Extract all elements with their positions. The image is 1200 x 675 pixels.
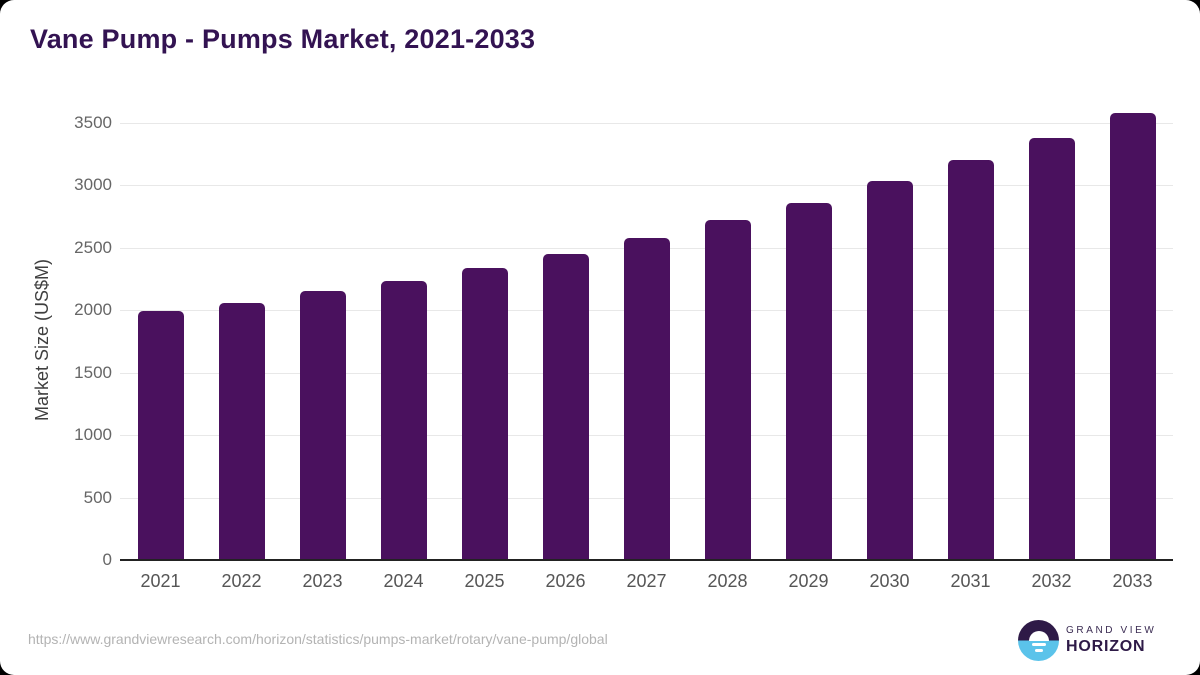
bar-2033	[1109, 112, 1156, 560]
y-tick-label-500: 500	[83, 487, 112, 507]
x-tick-label-2021: 2021	[140, 571, 181, 591]
bar-2030	[866, 181, 913, 560]
bar-2026	[542, 253, 589, 560]
x-tick-label-2031: 2031	[950, 571, 991, 591]
bar-2028	[704, 220, 751, 560]
gridline-3000	[120, 185, 1173, 186]
horizon-line-2	[1034, 648, 1043, 652]
bar-2024	[380, 281, 427, 560]
x-tick-label-2029: 2029	[788, 571, 829, 591]
bar-2029	[785, 202, 832, 560]
y-tick-label-3000: 3000	[74, 175, 112, 194]
bar-2022	[218, 302, 265, 560]
y-tick-label-2000: 2000	[74, 300, 112, 319]
x-tick-label-2032: 2032	[1031, 571, 1072, 591]
source-url: https://www.grandviewresearch.com/horizo…	[28, 631, 608, 647]
y-tick-label-3500: 3500	[74, 112, 112, 132]
y-tick-label-2500: 2500	[74, 237, 112, 257]
x-tick-label-2024: 2024	[383, 571, 424, 591]
x-tick-label-2028: 2028	[707, 571, 748, 591]
bar-2023	[299, 291, 346, 560]
logo-text-horizon: HORIZON	[1066, 638, 1146, 655]
x-tick-label-2030: 2030	[869, 571, 910, 591]
grand-view-horizon-logo: GRAND VIEW HORIZON	[1018, 620, 1156, 661]
chart-title: Vane Pump - Pumps Market, 2021-2033	[30, 24, 536, 54]
bar-2032	[1028, 137, 1075, 560]
x-tick-label-2022: 2022	[221, 571, 262, 591]
x-tick-label-2026: 2026	[545, 571, 586, 591]
gridline-3500	[120, 122, 1173, 124]
x-tick-label-2025: 2025	[464, 571, 505, 591]
bar-2021	[137, 311, 184, 560]
x-tick-label-2033: 2033	[1112, 571, 1153, 591]
bar-2027	[623, 237, 670, 560]
x-axis-line	[120, 559, 1173, 561]
horizon-sunrise-icon	[1018, 620, 1059, 661]
bar-2031	[947, 160, 994, 560]
horizon-line-1	[1031, 643, 1046, 646]
y-tick-label-0: 0	[102, 550, 112, 569]
bar-2025	[461, 267, 508, 560]
y-tick-label-1500: 1500	[74, 362, 112, 382]
y-tick-label-1000: 1000	[74, 425, 112, 444]
x-tick-label-2027: 2027	[626, 571, 667, 591]
logo-text: GRAND VIEW HORIZON	[1066, 625, 1156, 656]
sun-dome-shape	[1028, 630, 1049, 641]
x-tick-label-2023: 2023	[302, 571, 343, 591]
logo-text-grand-view: GRAND VIEW	[1066, 625, 1157, 636]
y-axis-title: Market Size (US$M)	[32, 258, 52, 422]
